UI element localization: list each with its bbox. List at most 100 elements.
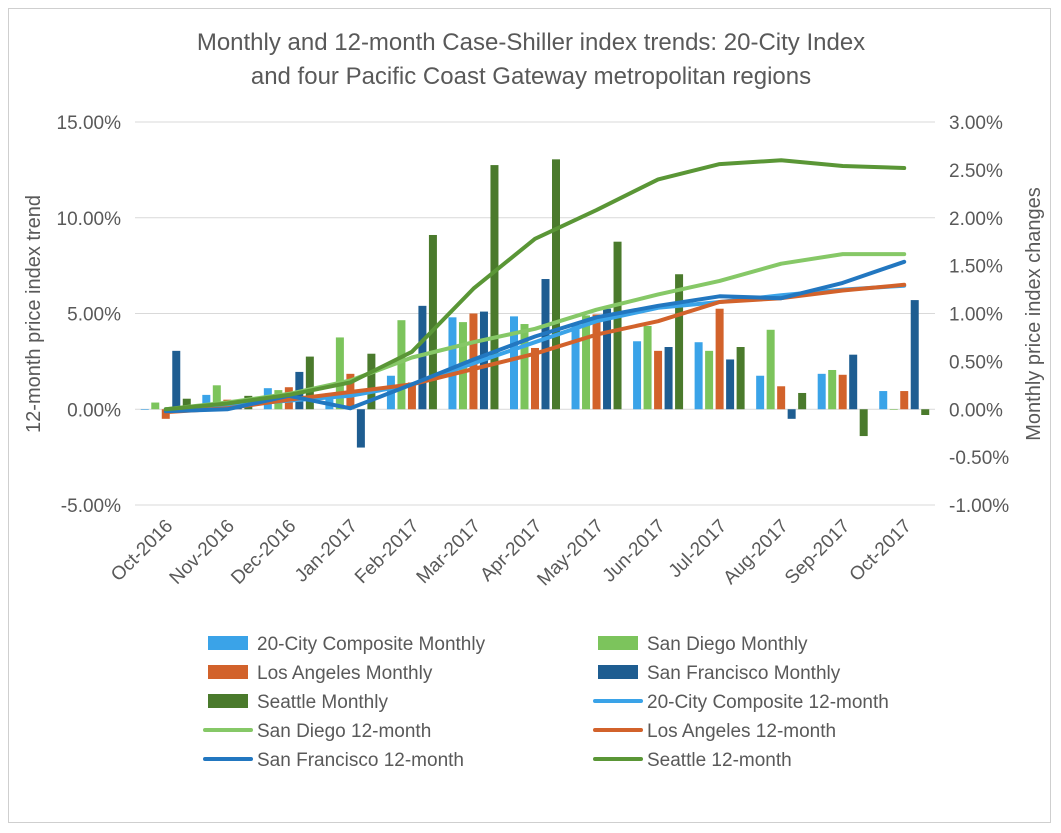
bar <box>407 382 416 410</box>
bar <box>664 347 673 410</box>
bar <box>910 300 919 410</box>
bar <box>428 234 437 410</box>
bar <box>889 409 898 410</box>
legend-label: San Diego 12-month <box>257 721 431 742</box>
legend-label: Seattle Monthly <box>257 692 388 713</box>
left-axis-label: 12-month price index trend <box>23 195 45 433</box>
right-axis-ticks: 3.00% 2.50% 2.00% 1.50% 1.00% 0.50% 0.00% -0.50… <box>949 113 1009 517</box>
x-tick-label: Jun-2017 <box>599 516 670 587</box>
bar <box>182 398 191 410</box>
x-tick-label: Feb-2017 <box>351 516 423 588</box>
left-tick-label: -5.00% <box>61 496 121 517</box>
bar <box>151 402 160 410</box>
right-axis-label: Monthly price index changes <box>1023 187 1045 440</box>
bar <box>490 165 499 410</box>
bar <box>397 320 406 410</box>
bar <box>520 324 529 410</box>
bar <box>817 373 826 410</box>
bar <box>335 337 344 410</box>
legend-swatch <box>598 665 638 679</box>
bar <box>879 391 888 410</box>
left-tick-label: 15.00% <box>57 113 122 134</box>
right-tick-label: 2.50% <box>949 161 1003 182</box>
bar <box>510 316 518 410</box>
bar <box>766 329 775 410</box>
bar <box>613 241 622 410</box>
bar <box>859 409 868 437</box>
legend-label: San Francisco 12-month <box>257 750 464 771</box>
legend-label: Los Angeles Monthly <box>257 663 433 684</box>
bar <box>305 356 314 410</box>
bar <box>756 375 765 410</box>
chart-title-line-1: Monthly and 12-month Case-Shiller index … <box>197 29 865 56</box>
bar <box>798 392 807 410</box>
legend-label: San Diego Monthly <box>647 634 808 655</box>
left-tick-label: 0.00% <box>67 400 121 421</box>
legend-swatch <box>208 636 248 650</box>
bar <box>900 391 909 410</box>
left-tick-label: 10.00% <box>57 209 122 230</box>
bar <box>202 394 211 410</box>
bar <box>675 274 684 410</box>
bar <box>715 308 724 410</box>
x-tick-label: Oct-2017 <box>846 516 916 586</box>
legend-swatch <box>208 694 248 708</box>
legend-label: Los Angeles 12-month <box>647 721 836 742</box>
right-tick-label: 1.00% <box>949 305 1003 326</box>
x-tick-label: Nov-2016 <box>166 516 239 589</box>
right-tick-label: -1.00% <box>949 496 1009 517</box>
bar <box>921 409 930 415</box>
bar <box>654 350 663 410</box>
lines <box>163 158 907 415</box>
right-tick-label: 0.50% <box>949 352 1003 373</box>
legend-swatch <box>598 636 638 650</box>
bar <box>418 305 427 410</box>
bar <box>777 386 786 410</box>
bar <box>603 308 612 410</box>
legend-label: 20-City Composite Monthly <box>257 634 486 655</box>
x-tick-label: Jan-2017 <box>291 516 362 587</box>
legend-label: Seattle 12-month <box>647 750 792 771</box>
bar <box>849 354 858 410</box>
series-line <box>163 158 907 412</box>
bar <box>705 350 714 410</box>
bar <box>828 369 837 410</box>
bar <box>325 392 334 410</box>
bar <box>582 315 591 410</box>
bar <box>726 359 735 410</box>
bar <box>367 353 376 410</box>
right-tick-label: 2.00% <box>949 209 1003 230</box>
right-tick-label: 0.00% <box>949 400 1003 421</box>
bar <box>140 409 149 410</box>
right-tick-label: 1.50% <box>949 257 1003 278</box>
x-axis-ticks: Oct-2016Nov-2016Dec-2016Jan-2017Feb-2017… <box>107 516 916 591</box>
legend-label: 20-City Composite 12-month <box>647 692 889 713</box>
legend: 20-City Composite Monthly San Diego Month… <box>203 634 889 771</box>
bar <box>633 341 642 410</box>
legend-swatch <box>208 665 248 679</box>
x-tick-label: Dec-2016 <box>227 516 300 589</box>
bar <box>212 385 221 410</box>
bar <box>571 323 580 410</box>
bar <box>736 347 745 410</box>
bar <box>552 159 560 410</box>
bar <box>694 342 703 410</box>
right-tick-label: -0.50% <box>949 448 1009 469</box>
x-tick-label: Sep-2017 <box>781 516 854 589</box>
bar <box>541 279 550 410</box>
gridlines <box>135 121 935 506</box>
bar <box>592 314 601 410</box>
bar <box>838 374 847 410</box>
left-tick-label: 5.00% <box>67 305 121 326</box>
legend-label: San Francisco Monthly <box>647 663 841 684</box>
x-tick-label: Aug-2017 <box>720 516 793 589</box>
bar <box>172 350 181 410</box>
bar <box>448 317 457 410</box>
left-axis-ticks: 15.00% 10.00% 5.00% 0.00% -5.00% <box>57 113 122 517</box>
bar <box>531 347 539 410</box>
chart-title-line-2: and four Pacific Coast Gateway metropoli… <box>251 63 811 90</box>
x-tick-label: May-2017 <box>533 516 608 591</box>
chart-frame <box>8 8 1051 823</box>
right-tick-label: 3.00% <box>949 113 1003 134</box>
